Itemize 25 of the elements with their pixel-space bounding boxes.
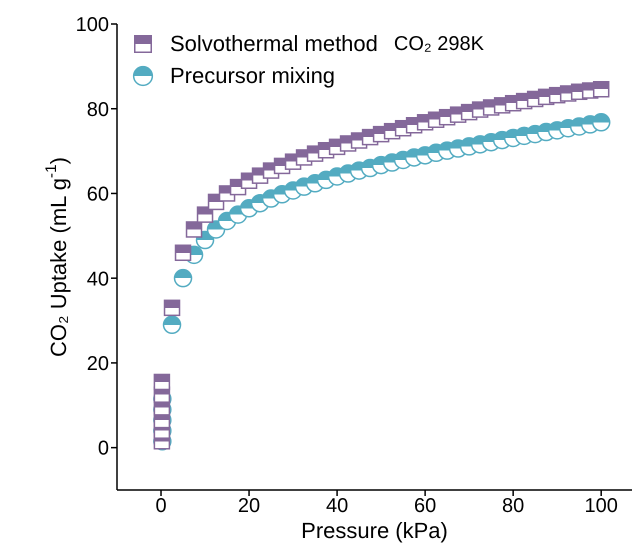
y-tick-label: 80 <box>86 98 109 121</box>
x-tick-label: 80 <box>502 495 524 518</box>
y-tick-label: 20 <box>86 353 109 376</box>
point <box>162 316 182 334</box>
point <box>186 221 202 238</box>
x-tick-label: 60 <box>414 495 436 518</box>
x-tick-label: 40 <box>326 495 348 518</box>
x-tick-label: 20 <box>238 495 260 518</box>
legend-label: Precursor mixing <box>170 63 336 89</box>
point <box>174 268 192 288</box>
annotation: CO₂ 298K <box>394 32 484 56</box>
y-tick-label: 100 <box>76 14 109 36</box>
legend-label: Solvothermal method <box>170 31 378 57</box>
x-tick-label: 100 <box>584 495 618 518</box>
point <box>164 300 180 316</box>
point <box>592 113 610 132</box>
point <box>154 374 170 390</box>
point <box>174 244 192 262</box>
point <box>592 80 610 98</box>
point <box>196 206 214 223</box>
x-axis-title: Pressure (kPa) <box>301 518 448 543</box>
y-tick-label: 40 <box>86 268 109 290</box>
y-tick-label: 60 <box>86 184 109 206</box>
y-tick-label: 0 <box>98 438 109 460</box>
x-tick-label: 0 <box>155 495 167 518</box>
